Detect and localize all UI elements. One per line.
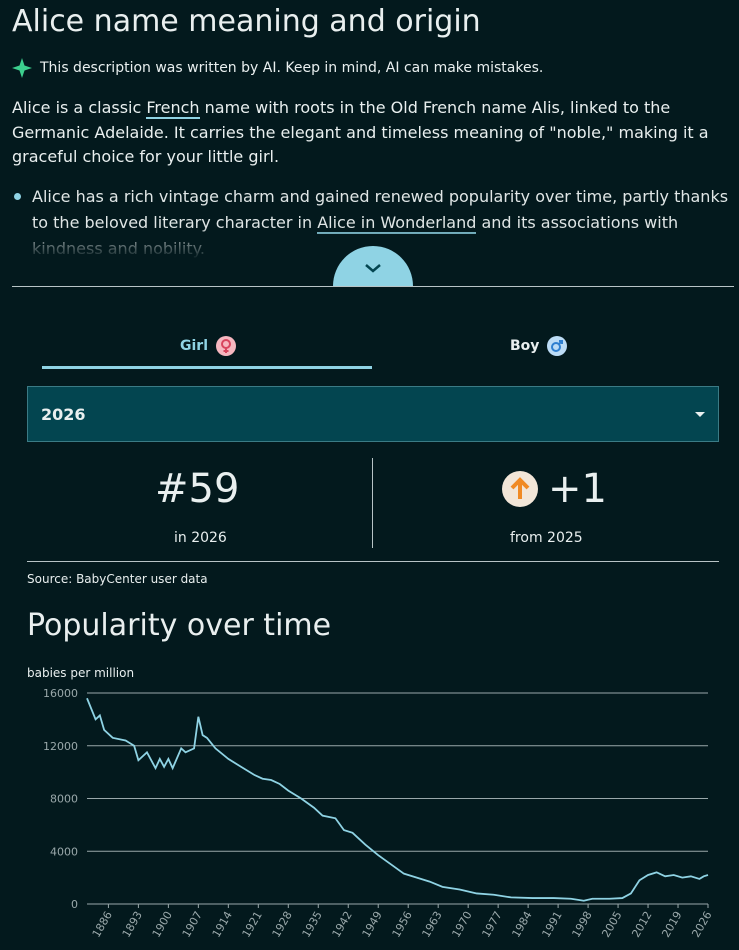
- text: name with roots in the Old French name A…: [12, 98, 709, 166]
- text: Alice has a rich vintage charm and gaine…: [32, 187, 729, 232]
- x-tick-label: 1963: [420, 909, 445, 940]
- up-arrow-icon: [502, 471, 538, 507]
- link[interactable]: Alice in Wonderland: [317, 213, 477, 234]
- x-tick-label: 1928: [270, 909, 295, 940]
- ai-note: This description was written by AI. Keep…: [12, 58, 543, 78]
- x-tick-label: 1886: [90, 909, 115, 940]
- description: Alice is a classic French name with root…: [12, 96, 727, 170]
- x-tick-label: 1942: [330, 909, 355, 940]
- ai-icon: [12, 58, 32, 78]
- rank-label: in 2026: [174, 530, 227, 546]
- x-tick-label: 1949: [360, 909, 385, 940]
- divider: [12, 286, 734, 287]
- x-tick-label: 1998: [569, 909, 594, 940]
- y-tick-label: 8000: [50, 793, 78, 806]
- bullet-dot: [14, 193, 21, 200]
- ai-note-text: This description was written by AI. Keep…: [40, 60, 544, 76]
- tab-underline: [42, 366, 372, 369]
- divider: [27, 561, 719, 562]
- x-tick-label: 1984: [509, 909, 534, 940]
- text: Alice is a classic: [12, 98, 147, 117]
- source: Source: BabyCenter user data: [27, 572, 208, 586]
- chevron: [365, 264, 381, 273]
- title: Alice name meaning and origin: [12, 4, 481, 39]
- change: +1: [548, 466, 607, 512]
- x-tick-label: 1900: [150, 909, 175, 940]
- section-title: Popularity over time: [27, 608, 332, 643]
- x-tick-label: 1991: [539, 909, 564, 940]
- link[interactable]: French: [146, 98, 200, 119]
- boy-icon: [547, 336, 568, 356]
- y-tick-label: 4000: [50, 845, 78, 858]
- x-tick-label: 1970: [450, 909, 475, 940]
- stats-divider: [372, 458, 373, 548]
- bullet: Alice has a rich vintage charm and gaine…: [32, 184, 732, 260]
- select-value: 2026: [41, 405, 86, 424]
- x-tick-label: 2012: [629, 909, 654, 940]
- caret: [695, 412, 705, 417]
- x-tick-label: 1893: [120, 909, 145, 940]
- rank: #59: [155, 466, 240, 512]
- x-tick-label: 2026: [689, 909, 714, 940]
- x-tick-label: 1956: [390, 909, 415, 940]
- y-tick-label: 16000: [43, 687, 78, 700]
- y-tick-label: 12000: [43, 740, 78, 753]
- change-label: from 2025: [510, 530, 583, 546]
- tab-label: Girl: [180, 338, 208, 354]
- y-tick-label: 0: [71, 898, 78, 911]
- line: [86, 697, 709, 902]
- x-tick-label: 1935: [300, 909, 325, 940]
- x-tick-label: 2019: [659, 909, 684, 940]
- y-axis-label: babies per million: [27, 666, 134, 680]
- year-select[interactable]: 2026: [27, 386, 719, 442]
- tab-girl[interactable]: Girl: [180, 336, 236, 356]
- tab-boy[interactable]: Boy: [510, 336, 568, 356]
- x-tick-label: 2005: [599, 909, 624, 940]
- x-tick-label: 1977: [479, 909, 504, 940]
- girl-icon: [216, 336, 236, 356]
- x-tick-label: 1921: [240, 909, 265, 940]
- chart: babies per million 0 4000 8000 12000 16000 18…: [27, 666, 715, 940]
- x-tick-label: 1907: [180, 909, 205, 940]
- tab-label: Boy: [510, 338, 540, 354]
- x-tick-label: 1914: [210, 909, 235, 940]
- text: and its associations with kindness and n…: [32, 213, 679, 258]
